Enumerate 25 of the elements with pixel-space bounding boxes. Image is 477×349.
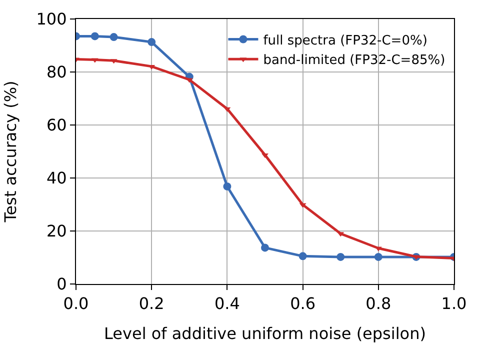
x-tick-label: 0.4 <box>214 294 240 314</box>
legend-label: full spectra (FP32-C=0%) <box>263 33 428 48</box>
point <box>90 32 99 40</box>
y-tick-label: 100 <box>36 10 67 29</box>
point <box>336 252 345 261</box>
y-tick-label: 20 <box>46 222 67 241</box>
x-tick-label: 0.0 <box>63 294 89 314</box>
point <box>148 38 156 46</box>
x-tick-label: 0.6 <box>290 294 316 314</box>
y-tick-label: 80 <box>46 62 67 82</box>
x-tick-label: 0.2 <box>138 294 164 314</box>
point <box>374 252 382 261</box>
y-tick-label: 0 <box>56 274 67 294</box>
point <box>223 182 232 190</box>
x-tick-label: 0.8 <box>366 294 392 314</box>
y-tick-label: 60 <box>46 116 67 135</box>
point <box>298 252 307 260</box>
point <box>262 153 268 158</box>
y-tick-label: 40 <box>46 168 67 188</box>
x-tick-label: 1.0 <box>441 294 467 314</box>
point <box>261 244 269 252</box>
x-axis-title: Level of additive uniform noise (epsilon) <box>104 324 426 343</box>
point <box>110 33 118 42</box>
y-axis-title: Test accuracy (%) <box>1 80 20 224</box>
legend-label: band-limited (FP32-C=85%) <box>263 53 446 68</box>
